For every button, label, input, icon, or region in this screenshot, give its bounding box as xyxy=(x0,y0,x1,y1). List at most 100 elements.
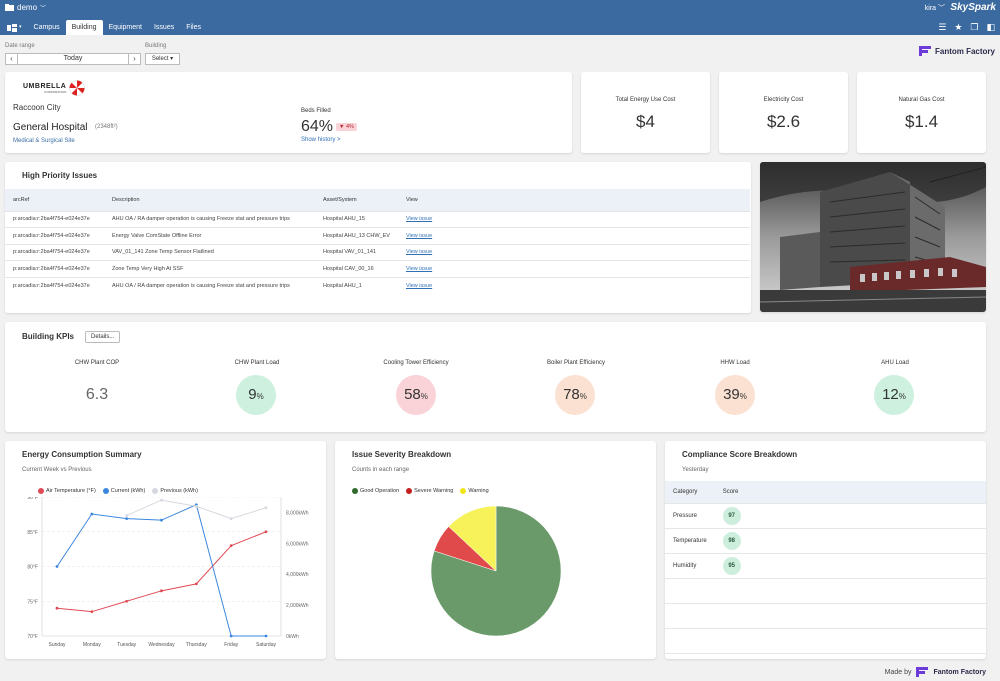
fantom-factory-icon xyxy=(916,667,929,677)
data-point xyxy=(194,504,198,508)
cost-value: $2.6 xyxy=(766,112,801,131)
date-range-label: Date range xyxy=(5,43,35,49)
column-header[interactable]: Asset/System xyxy=(315,189,398,211)
severity-legend: Good Operation Severe Warning Warning xyxy=(352,488,489,494)
prev-date-button[interactable]: ‹ xyxy=(6,54,18,64)
kpi-value: 6.3 xyxy=(85,386,109,403)
issue-asset: Hospital AHU_15 xyxy=(315,210,398,228)
legend-item[interactable]: Previous (kWh) xyxy=(152,488,198,494)
nav-tabs: ▾ Campus Building Equipment Issues Files xyxy=(0,20,207,35)
tab-files[interactable]: Files xyxy=(186,24,201,31)
view-issue-link[interactable]: View issue xyxy=(405,216,433,223)
legend-swatch xyxy=(38,488,44,494)
list-icon[interactable]: ☰ xyxy=(938,22,947,32)
chevron-down-icon: ﹀ xyxy=(938,5,945,12)
table-row: p:arcadia:r:2ba4f754-e024e37e AHU OA / R… xyxy=(5,210,750,228)
column-header[interactable]: Score xyxy=(714,481,986,503)
view-issue-link[interactable]: View issue xyxy=(405,249,433,256)
cost-title: Total Energy Use Cost xyxy=(615,97,676,103)
app-menu-button[interactable]: ▾ xyxy=(0,20,28,35)
table-row: p:arcadia:r:2ba4f754-e024e37e Energy Val… xyxy=(5,227,750,244)
site-area: (2348ft²) xyxy=(95,124,118,130)
kpis-title: Building KPIs xyxy=(22,332,74,341)
site-city: Raccoon City xyxy=(13,103,61,112)
legend-item[interactable]: Good Operation xyxy=(352,488,399,494)
details-button[interactable]: Details... xyxy=(85,331,121,343)
y-tick-label: 75°F xyxy=(27,599,38,605)
table-row xyxy=(665,577,986,603)
data-point xyxy=(55,606,59,610)
legend-item[interactable]: Severe Warning xyxy=(406,488,453,494)
chevron-down-icon: ▾ xyxy=(19,24,22,30)
project-selector[interactable]: demo ﹀ xyxy=(5,3,46,12)
table-row: Humidity 95 xyxy=(665,552,986,578)
star-icon[interactable]: ★ xyxy=(954,22,963,32)
panel-icon[interactable]: ◧ xyxy=(986,22,995,32)
view-issue-link[interactable]: View issue xyxy=(405,265,433,272)
building-label: Building xyxy=(145,43,167,49)
tab-campus[interactable]: Campus xyxy=(33,24,60,31)
issues-table: arcRef Description Asset/System View p:a… xyxy=(5,189,750,294)
compliance-category: Humidity xyxy=(665,552,715,578)
table-row xyxy=(665,602,986,628)
high-priority-issues-card: High Priority Issues arcRef Description … xyxy=(5,162,751,313)
score-badge: 98 xyxy=(722,531,741,550)
view-issue-link[interactable]: View issue xyxy=(405,232,433,239)
date-value[interactable]: Today xyxy=(63,55,83,62)
total-energy-cost-card: Total Energy Use Cost $4 xyxy=(581,72,710,153)
column-header[interactable]: Category xyxy=(665,481,715,503)
issue-description: AHU OA / RA damper operation is causing … xyxy=(104,276,315,294)
y-right-tick-label: 2,000kWh xyxy=(286,603,309,609)
cost-title: Electricity Cost xyxy=(763,97,804,103)
kpi-value: 58 xyxy=(404,386,421,403)
y-right-tick-label: 0kWh xyxy=(286,634,299,640)
next-date-button[interactable]: › xyxy=(128,54,140,64)
tab-equipment[interactable]: Equipment xyxy=(108,24,142,31)
data-point xyxy=(55,565,59,568)
date-range-picker: ‹ Today › xyxy=(5,53,141,65)
column-header[interactable]: View xyxy=(397,189,750,211)
legend-item[interactable]: Current (kWh) xyxy=(102,488,145,494)
column-header[interactable]: arcRef xyxy=(5,189,104,211)
issue-description: Zone Temp Very High At SSF xyxy=(104,260,315,277)
column-header[interactable]: Description xyxy=(104,189,315,211)
kpi-unit: % xyxy=(256,392,264,401)
severity-title: Issue Severity Breakdown xyxy=(352,450,452,459)
building-photo xyxy=(760,162,986,312)
logo-word: UMBRELLA xyxy=(23,82,67,90)
series-line xyxy=(56,504,266,637)
legend-swatch xyxy=(406,488,413,494)
data-point xyxy=(125,599,129,603)
x-tick-label: Friday xyxy=(224,642,238,648)
fantom-factory-icon xyxy=(918,46,931,56)
x-tick-label: Sunday xyxy=(49,642,66,648)
show-history-link[interactable]: Show history > xyxy=(301,137,341,143)
compliance-title: Compliance Score Breakdown xyxy=(682,450,798,459)
table-row: p:arcadia:r:2ba4f754-e024e37e VAV_01_141… xyxy=(5,243,750,261)
site-type: Medical & Surgical Site xyxy=(13,138,75,144)
data-point xyxy=(229,544,233,548)
windows-icon[interactable]: ❐ xyxy=(970,22,979,32)
issue-description: Energy Valve ComState Offline Error xyxy=(104,227,315,244)
legend-item[interactable]: Warning xyxy=(460,488,489,494)
legend-item[interactable]: Air Temperature (°F) xyxy=(38,488,96,494)
building-select[interactable]: Select ▾ xyxy=(145,53,180,65)
legend-swatch xyxy=(460,488,467,494)
y-right-tick-label: 4,000kWh xyxy=(286,572,309,578)
view-issue-link[interactable]: View issue xyxy=(405,282,433,289)
user-menu[interactable]: kira ﹀ xyxy=(925,3,945,13)
brand-logo: SkySpark xyxy=(950,2,996,13)
data-point xyxy=(125,517,129,521)
score-badge: 97 xyxy=(722,506,741,525)
chevron-down-icon: ﹀ xyxy=(40,6,47,12)
vendor-name: Fantom Factory xyxy=(934,46,995,56)
issue-severity-card: Issue Severity Breakdown Counts in each … xyxy=(335,441,656,659)
building-kpis-card: Building KPIs Details... CHW Plant COP 6… xyxy=(5,322,986,432)
legend-swatch xyxy=(152,488,159,494)
legend-label: Previous (kWh) xyxy=(160,488,198,494)
kpi-value: 12 xyxy=(882,386,899,403)
tab-building[interactable]: Building xyxy=(65,20,103,35)
x-tick-label: Monday xyxy=(83,642,101,648)
energy-title: Energy Consumption Summary xyxy=(22,450,142,459)
tab-issues[interactable]: Issues xyxy=(153,24,175,31)
